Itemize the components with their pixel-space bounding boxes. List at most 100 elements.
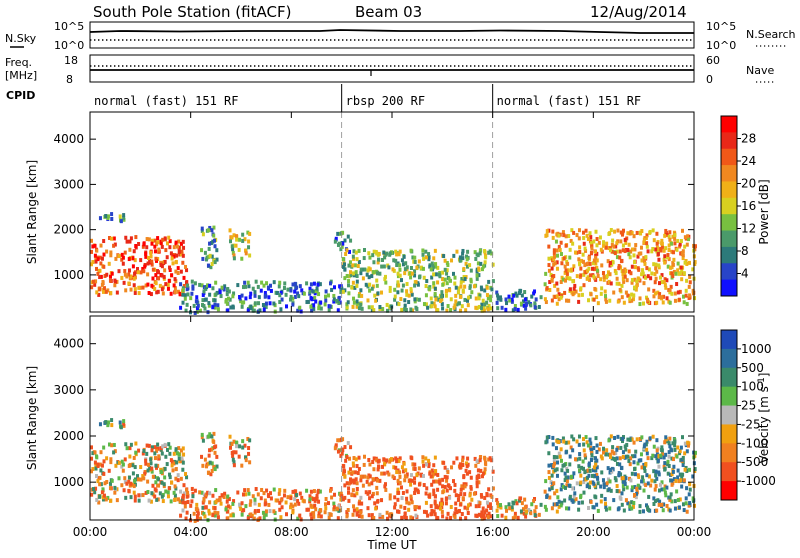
power-cell	[110, 216, 114, 221]
power-cell	[211, 286, 215, 291]
power-cell	[238, 237, 242, 242]
power-cell	[137, 241, 141, 246]
power-cell	[168, 267, 172, 272]
power-cell	[164, 282, 168, 287]
velocity-cell	[400, 496, 404, 501]
power-cell	[359, 288, 363, 293]
velocity-cell	[523, 505, 527, 510]
power-cell	[156, 270, 160, 275]
power-cell	[275, 290, 279, 295]
power-cell	[655, 300, 659, 305]
power-cell	[525, 301, 529, 306]
velocity-cell	[673, 506, 677, 511]
power-cell	[336, 308, 340, 313]
power-cell	[129, 287, 133, 292]
velocity-cell	[393, 495, 397, 500]
velocity-cell	[165, 462, 169, 467]
power-cell	[240, 293, 244, 298]
velocity-cell	[464, 482, 468, 487]
velocity-cell	[602, 482, 606, 487]
power-cell	[184, 280, 188, 285]
velocity-cell	[356, 471, 360, 476]
velocity-cell	[402, 461, 406, 466]
power-cell	[355, 279, 359, 284]
power-cell	[312, 303, 316, 308]
velocity-cell	[556, 495, 560, 500]
power-cell	[371, 284, 375, 289]
velocity-cell	[429, 504, 433, 509]
power-cell	[594, 229, 598, 234]
velocity-cell	[660, 447, 664, 452]
velocity-cell	[578, 452, 582, 457]
power-cell	[159, 263, 163, 268]
velocity-cell	[688, 487, 692, 492]
velocity-cell	[213, 467, 217, 472]
power-cell	[683, 244, 687, 249]
power-cell	[112, 243, 116, 248]
power-cell	[351, 263, 355, 268]
power-cell	[356, 263, 360, 268]
velocity-cell	[638, 504, 642, 509]
velocity-cell	[278, 488, 282, 493]
velocity-cell	[262, 491, 266, 496]
velocity-cell	[459, 502, 463, 507]
power-cell	[316, 282, 320, 287]
velocity-cell	[386, 516, 390, 521]
power-cell	[628, 296, 632, 301]
velocity-cell	[565, 466, 569, 471]
power-cell	[177, 245, 181, 250]
velocity-cell	[657, 464, 661, 469]
velocity-cell	[94, 463, 98, 468]
velocity-cell	[229, 513, 233, 518]
velocity-cell	[532, 499, 536, 504]
velocity-cell	[478, 501, 482, 506]
velocity-cell	[153, 451, 157, 456]
velocity-cell	[226, 516, 230, 521]
velocity-cell	[569, 474, 573, 479]
velocity-cell	[190, 486, 194, 491]
velocity-cell	[685, 509, 689, 514]
velocity-cell	[413, 480, 417, 485]
velocity-colorbar-label: Velocity [m s-1]	[757, 373, 771, 464]
velocity-cell	[291, 489, 295, 494]
velocity-cell	[672, 477, 676, 482]
power-cell	[582, 236, 586, 241]
power-cell	[422, 302, 426, 307]
power-cell	[213, 305, 217, 310]
velocity-cell	[683, 467, 687, 472]
velocity-cell	[475, 484, 479, 489]
power-cell	[445, 261, 449, 266]
velocity-cell	[555, 467, 559, 472]
velocity-cell	[173, 493, 177, 498]
power-cell	[434, 264, 438, 269]
power-cell	[457, 290, 461, 295]
velocity-cell	[144, 490, 148, 495]
cpid-segment-1: rbsp 200 RF	[346, 94, 425, 108]
velocity-cell	[246, 436, 250, 441]
power-cell	[193, 281, 197, 286]
velocity-cell	[372, 467, 376, 472]
velocity-cell	[628, 462, 632, 467]
power-cell	[668, 237, 672, 242]
velocity-cell	[637, 474, 641, 479]
velocity-cell	[673, 443, 677, 448]
power-cell	[569, 267, 573, 272]
velocity-cell	[182, 483, 186, 488]
power-cell	[624, 268, 628, 273]
velocity-cell	[491, 469, 495, 474]
velocity-cell	[143, 471, 147, 476]
power-cell	[155, 258, 159, 263]
power-cell	[481, 264, 485, 269]
power-cell	[670, 249, 674, 254]
velocity-cell	[424, 456, 428, 461]
velocity-cell	[158, 491, 162, 496]
velocity-cell	[195, 514, 199, 519]
power-cell	[156, 240, 160, 245]
power-cell	[347, 274, 351, 279]
xtick-label: 04:00	[173, 525, 208, 539]
velocity-cell	[607, 487, 611, 492]
power-cell	[549, 272, 553, 277]
power-cell	[264, 304, 268, 309]
velocity-cell	[425, 486, 429, 491]
velocity-cell	[230, 442, 234, 447]
